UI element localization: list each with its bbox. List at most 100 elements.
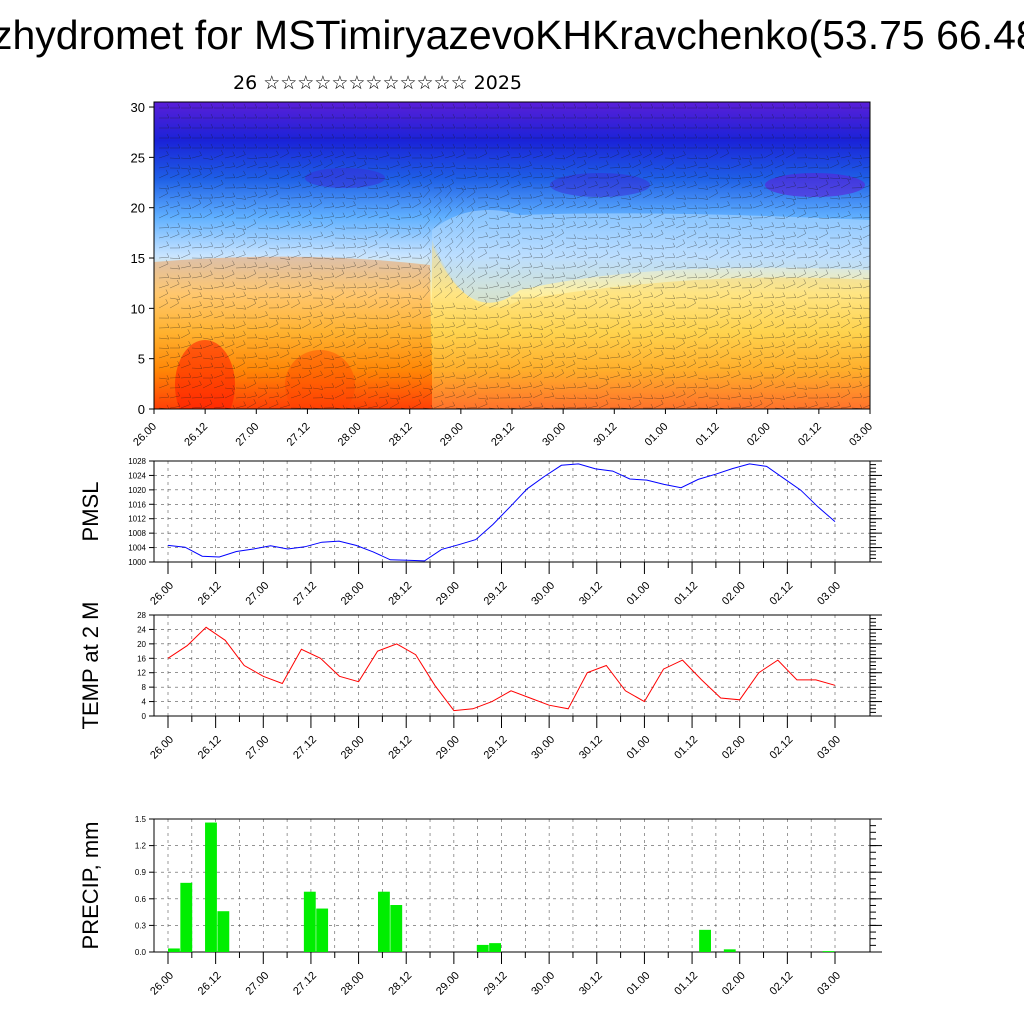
wind-barb (609, 217, 620, 220)
wind-barb (521, 247, 532, 250)
wind-barb-feather (440, 379, 444, 384)
wind-barb-feather (485, 400, 488, 405)
wind-barb (807, 343, 818, 349)
wind-barb-feather (243, 170, 246, 175)
wind-barb-feather (727, 281, 730, 286)
wind-barb-feather (352, 179, 356, 184)
wind-barb-feather (847, 389, 851, 394)
y-tick-label: 20 (131, 201, 145, 216)
wind-barb-feather (826, 201, 830, 207)
wind-barb-feather (738, 385, 742, 390)
wind-barb-feather (331, 170, 334, 175)
wind-barb (686, 334, 697, 339)
wind-barb-feather (871, 294, 873, 298)
wind-barb (609, 343, 620, 349)
wind-barb-feather (859, 353, 863, 358)
wind-barb (620, 375, 631, 379)
wind-barb (807, 274, 818, 279)
wind-barb (246, 157, 257, 160)
wind-barb-feather (705, 304, 709, 309)
y-axis-label: PRECIP, mm (78, 822, 103, 950)
wind-barb (411, 196, 422, 199)
wind-barb (224, 213, 234, 219)
wind-barb-feather (364, 322, 368, 327)
wind-barb-feather (540, 363, 544, 368)
wind-barb-feather (287, 133, 291, 139)
wind-barb (400, 227, 411, 230)
wind-barb (466, 271, 475, 279)
wind-barb (609, 175, 620, 179)
wind-barb-feather (716, 394, 720, 399)
wind-barb-feather (551, 282, 555, 288)
wind-barb-feather (738, 314, 742, 319)
wind-barb-feather (188, 393, 192, 398)
wind-barb (708, 404, 719, 409)
wind-barb-feather (628, 381, 632, 387)
wind-barb-feather (308, 369, 312, 375)
wind-barb-feather (287, 123, 291, 129)
wind-barb-feather (529, 210, 532, 216)
wind-barb-feather (342, 150, 345, 155)
wind-barb-feather (759, 189, 763, 195)
wind-barb (158, 245, 169, 249)
wind-barb (246, 187, 257, 190)
wind-barb (411, 272, 421, 279)
wind-barb-feather (287, 211, 290, 216)
wind-barb-feather (661, 173, 665, 178)
wind-barb-feather (419, 295, 423, 300)
wind-barb-feather (639, 243, 643, 249)
wind-barb-feather (221, 192, 225, 197)
wind-barb (565, 356, 576, 359)
wind-barb (620, 245, 631, 249)
wind-barb (598, 327, 609, 329)
wind-barb (697, 157, 708, 160)
wind-barb-feather (397, 143, 401, 149)
wind-barb (257, 304, 268, 309)
wind-barb (543, 216, 554, 219)
wind-barb-feather (276, 372, 280, 377)
wind-barb (444, 166, 455, 169)
wind-barb-feather (353, 223, 357, 229)
wind-barb-feather (485, 334, 489, 339)
wind-barb (774, 344, 785, 349)
wind-barb (543, 286, 554, 289)
wind-barb (268, 177, 279, 179)
wind-barb (378, 185, 389, 189)
wind-barb (279, 384, 290, 389)
wind-barb-feather (540, 215, 544, 220)
wind-barb-feather (815, 133, 819, 139)
wind-barb-feather (694, 180, 697, 186)
wind-barb-feather (408, 225, 412, 230)
wind-barb (675, 317, 686, 320)
wind-barb (466, 187, 477, 190)
wind-barb-feather (749, 103, 753, 109)
wind-barb-feather (529, 133, 533, 139)
wind-barb-feather (561, 199, 565, 204)
wind-barb (367, 355, 378, 359)
wind-barb-feather (166, 350, 169, 356)
wind-barb-feather (606, 235, 610, 240)
precip-bar (390, 905, 403, 952)
wind-barb (730, 235, 741, 239)
wind-barb (752, 383, 763, 389)
wind-barb (191, 155, 202, 159)
wind-barb-feather (804, 263, 808, 269)
wind-barb-feather (694, 401, 697, 406)
wind-barb-feather (628, 225, 632, 230)
wind-barb-feather (309, 340, 312, 345)
wind-barb (334, 315, 345, 319)
wind-barb-feather (738, 225, 742, 230)
wind-barb (202, 297, 213, 300)
wind-barb-feather (449, 256, 452, 261)
wind-barb (708, 313, 719, 319)
wind-barb (697, 377, 708, 380)
wind-barb-feather (331, 403, 335, 408)
wind-barb-feather (605, 219, 609, 225)
wind-barb-feather (748, 289, 752, 294)
wind-barb (389, 164, 400, 169)
wind-barb-feather (199, 403, 203, 408)
wind-barb-feather (309, 262, 313, 267)
wind-barb (257, 387, 268, 389)
wind-barb (246, 366, 257, 369)
wind-barb (796, 357, 807, 360)
